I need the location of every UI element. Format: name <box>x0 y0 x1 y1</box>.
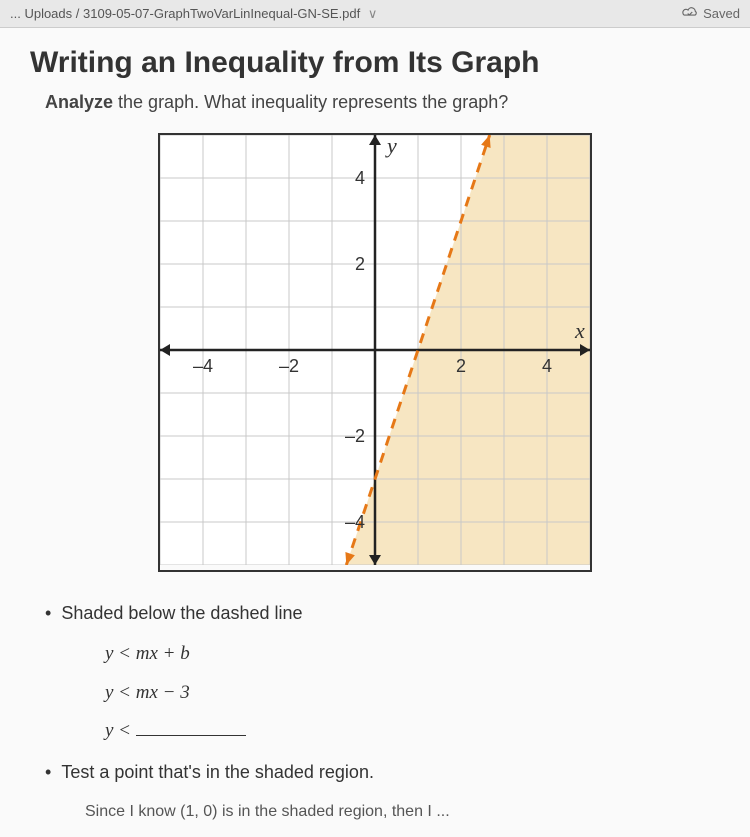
bullet-2-text: Test a point that's in the shaded region… <box>61 762 374 782</box>
svg-text:x: x <box>574 318 585 343</box>
svg-text:2: 2 <box>456 356 466 376</box>
svg-text:–2: –2 <box>279 356 299 376</box>
saved-label: Saved <box>703 6 740 21</box>
bullet-2: • Test a point that's in the shaded regi… <box>45 756 720 788</box>
blank-line[interactable] <box>136 717 246 736</box>
svg-text:4: 4 <box>355 168 365 188</box>
top-bar: ... Uploads / 3109-05-07-GraphTwoVarLinI… <box>0 0 750 28</box>
formula-3-prefix: y < <box>105 720 136 741</box>
subheading: Analyze the graph. What inequality repre… <box>45 92 720 113</box>
bullet-1: • Shaded below the dashed line <box>45 597 720 629</box>
formula-2: y < mx − 3 <box>105 676 720 710</box>
breadcrumb: ... Uploads / 3109-05-07-GraphTwoVarLinI… <box>10 6 681 22</box>
cloud-check-icon <box>681 5 699 22</box>
coordinate-graph: –4 –2 2 4 –4 –2 2 4 x y <box>158 133 592 572</box>
svg-text:–2: –2 <box>345 426 365 446</box>
formula-3: y < <box>105 714 720 748</box>
svg-text:–4: –4 <box>345 512 365 532</box>
svg-text:4: 4 <box>542 356 552 376</box>
subheading-bold: Analyze <box>45 92 113 112</box>
chevron-down-icon[interactable]: ∨ <box>368 6 378 21</box>
formula-block: y < mx + b y < mx − 3 y < <box>105 637 720 748</box>
svg-text:2: 2 <box>355 254 365 274</box>
cutoff-text: Since I know (1, 0) is in the shaded reg… <box>85 798 720 827</box>
crumbs-prefix: ... Uploads / <box>10 6 79 21</box>
bullet-1-text: Shaded below the dashed line <box>61 603 302 623</box>
svg-text:y: y <box>385 135 397 158</box>
saved-status: Saved <box>681 5 740 22</box>
graph-wrap: –4 –2 2 4 –4 –2 2 4 x y <box>30 133 720 572</box>
svg-text:–4: –4 <box>193 356 213 376</box>
subheading-rest: the graph. What inequality represents th… <box>113 92 508 112</box>
notes: • Shaded below the dashed line y < mx + … <box>45 597 720 827</box>
file-name[interactable]: 3109-05-07-GraphTwoVarLinInequal-GN-SE.p… <box>83 6 360 21</box>
document-content: Writing an Inequality from Its Graph Ana… <box>0 28 750 837</box>
page-heading: Writing an Inequality from Its Graph <box>30 46 720 80</box>
formula-1: y < mx + b <box>105 637 720 671</box>
